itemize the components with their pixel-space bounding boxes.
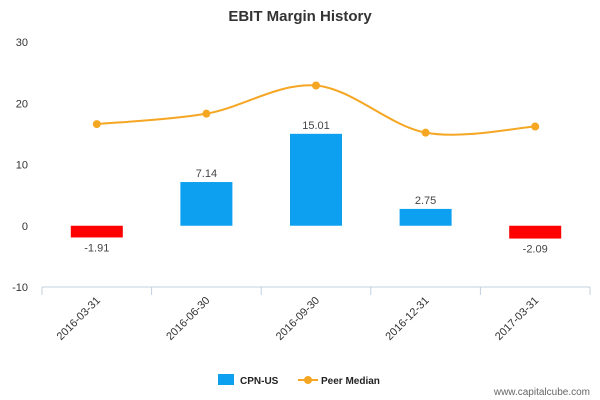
- y-tick-label: 0: [22, 221, 28, 233]
- bar: [509, 225, 562, 239]
- x-tick-label: 2016-12-31: [383, 295, 431, 343]
- legend: CPN-US Peer Median: [218, 374, 380, 387]
- line-point: [531, 122, 540, 131]
- bar-series: [70, 133, 562, 239]
- legend-line-label: Peer Median: [321, 376, 380, 387]
- bar: [399, 208, 452, 226]
- bar: [290, 133, 342, 226]
- bar-value-label: -1.91: [84, 242, 109, 254]
- x-tick-label: 2017-03-31: [493, 295, 541, 343]
- y-tick-label: 10: [16, 160, 28, 172]
- legend-line-marker: [304, 376, 312, 384]
- chart-title: EBIT Margin History: [228, 8, 372, 25]
- y-axis: -10 0 10 20 30: [12, 37, 28, 294]
- line-point: [92, 120, 101, 129]
- bar-data-labels: -1.91 7.14 15.01 2.75 -2.09: [84, 120, 547, 256]
- x-tick-label: 2016-06-30: [164, 295, 212, 343]
- bar-value-label: 7.14: [196, 168, 217, 180]
- y-tick-label: -10: [12, 282, 28, 294]
- x-tick-label: 2016-03-31: [55, 295, 103, 343]
- legend-bar-swatch: [218, 374, 234, 385]
- bar: [180, 182, 233, 226]
- line-point: [312, 81, 320, 90]
- bar-value-label: -2.09: [523, 244, 548, 256]
- bar: [70, 225, 123, 238]
- line-series: [92, 81, 540, 137]
- y-tick-label: 30: [16, 37, 28, 49]
- watermark: www.capitalcube.com: [493, 387, 590, 398]
- bar-value-label: 2.75: [415, 195, 436, 207]
- y-tick-label: 20: [16, 98, 28, 110]
- bar-value-label: 15.01: [302, 120, 330, 132]
- x-tick-label: 2016-09-30: [274, 295, 322, 343]
- line-point: [202, 109, 211, 118]
- line-point: [421, 128, 430, 137]
- x-axis: 2016-03-31 2016-06-30 2016-09-30 2016-12-31…: [41, 286, 591, 343]
- legend-bar-label: CPN-US: [240, 376, 279, 387]
